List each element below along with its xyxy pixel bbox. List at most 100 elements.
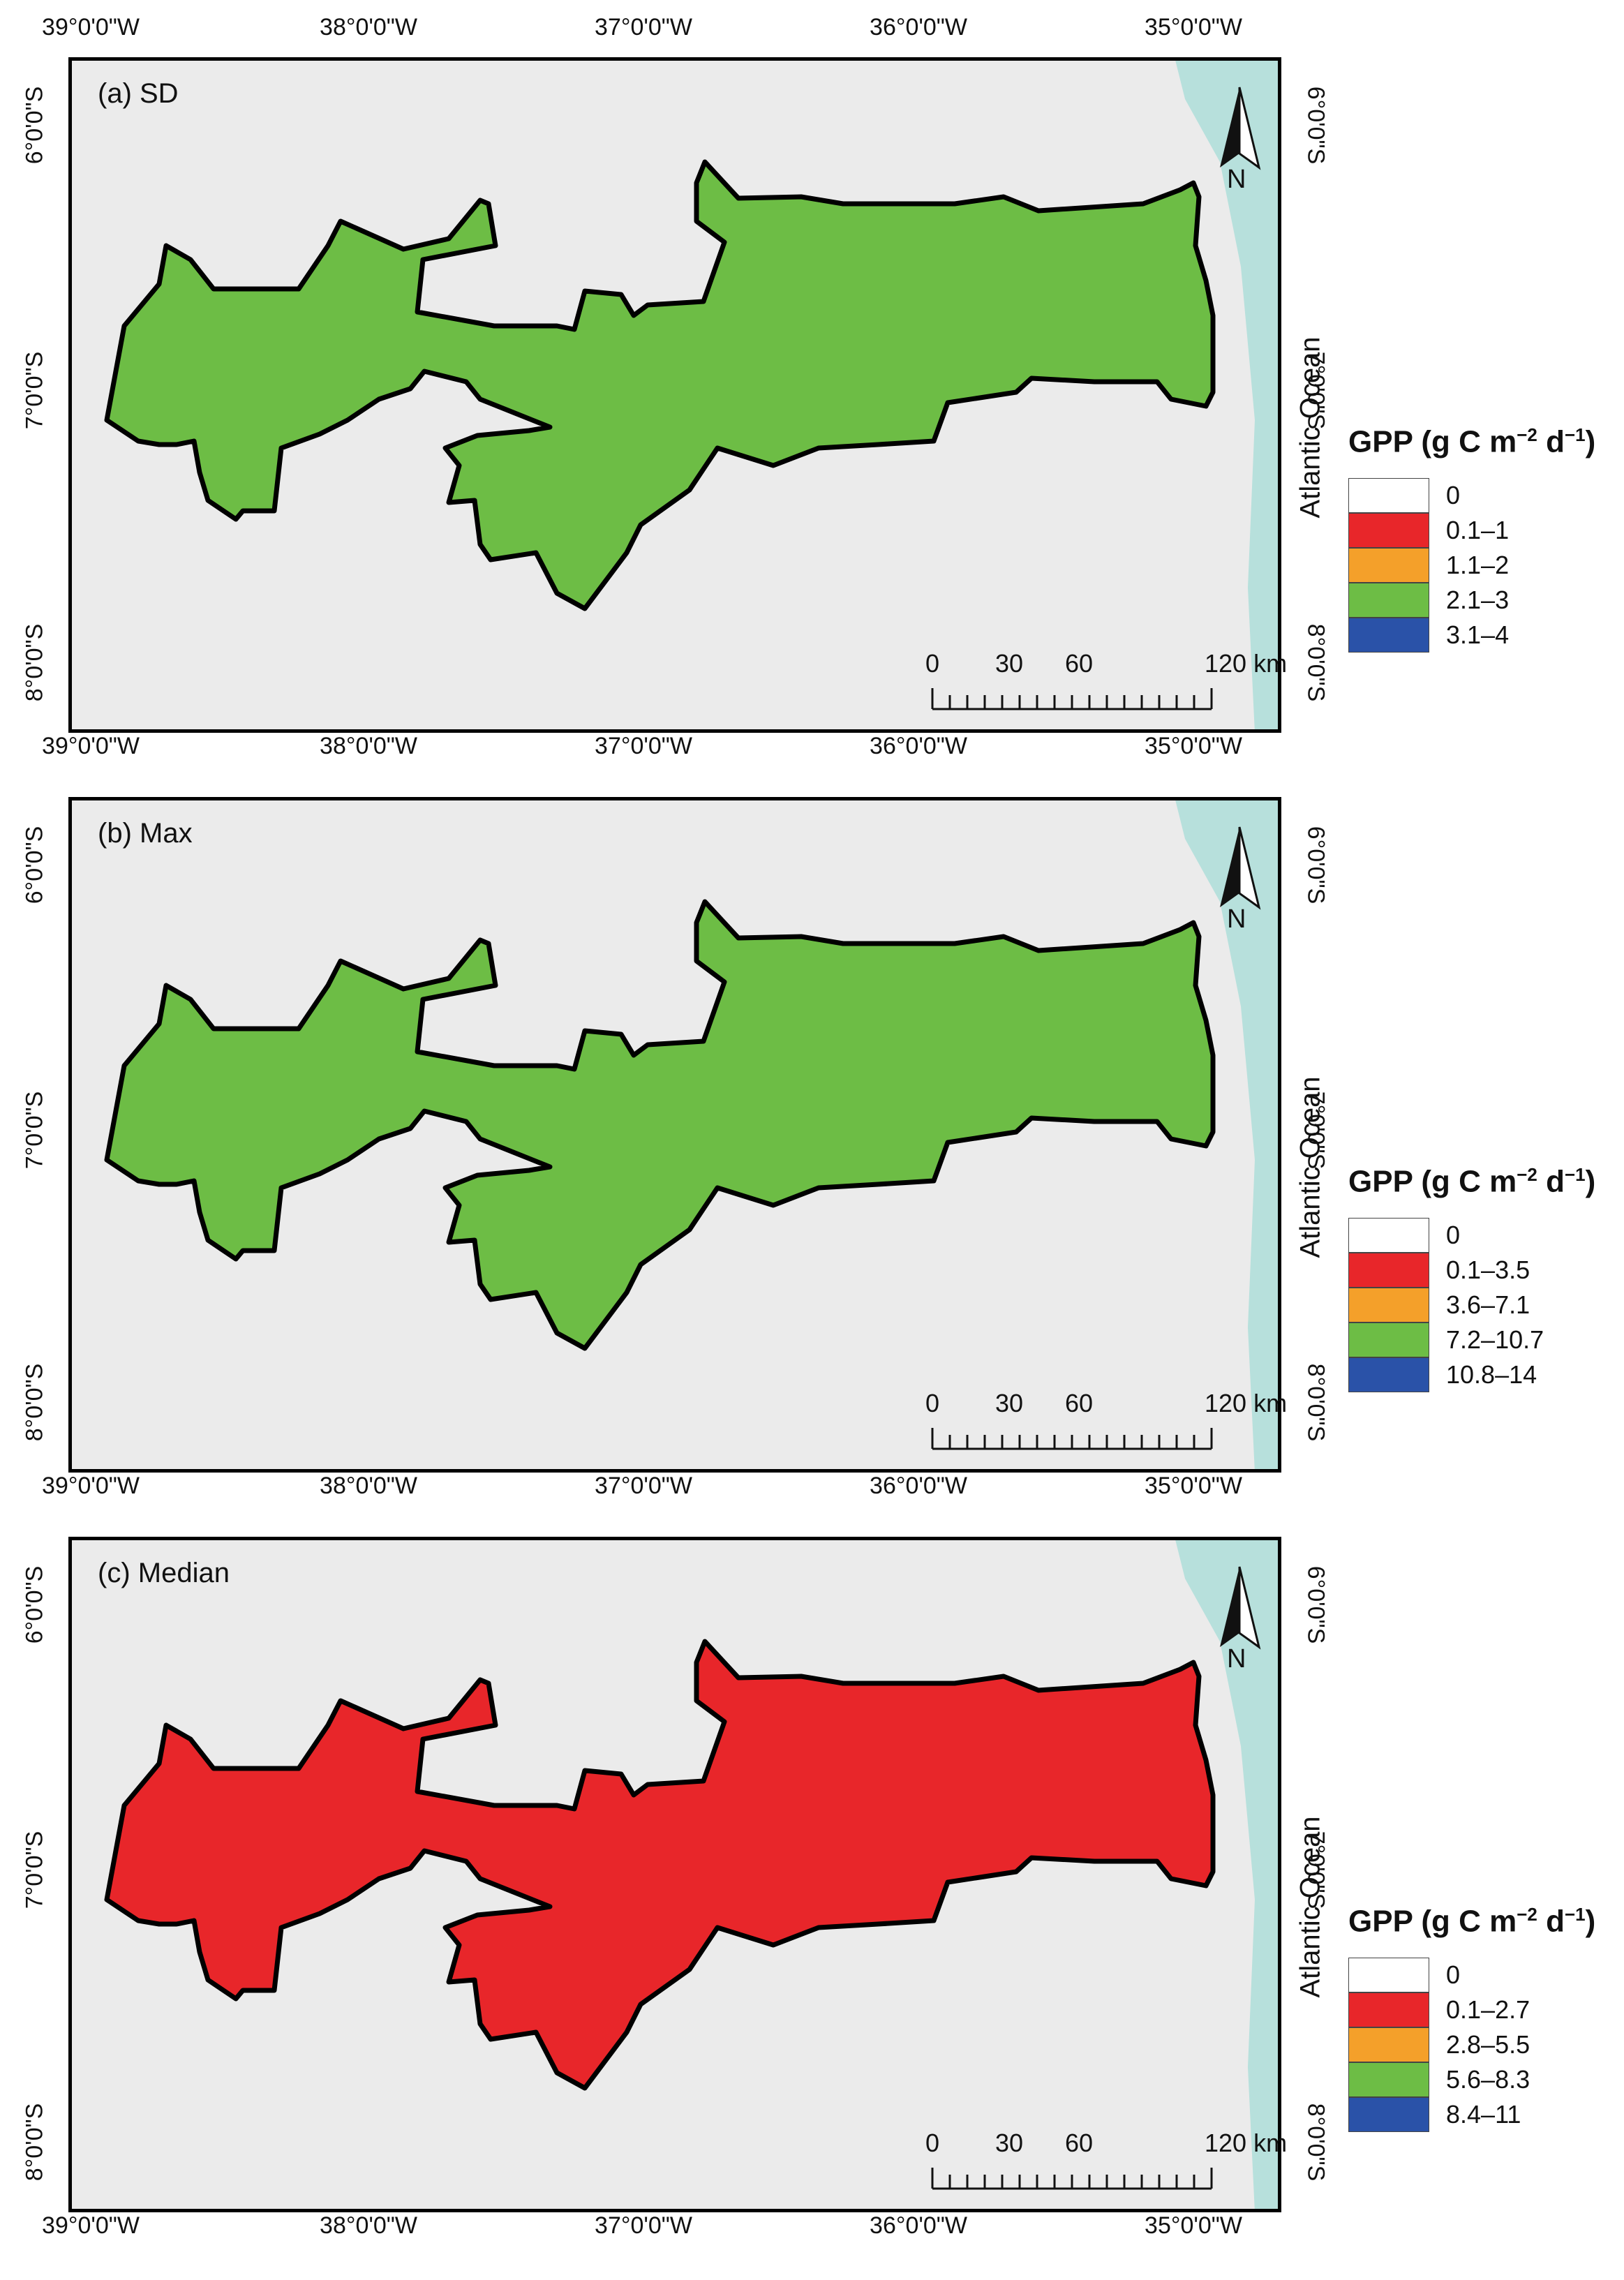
longitude-tick-label: 38°0'0"W [320, 733, 417, 759]
legend-item: 0 [1348, 1957, 1595, 1992]
legend-label: 1.1–2 [1446, 550, 1510, 579]
legend-swatch [1348, 1217, 1429, 1253]
legend-label: 2.1–3 [1446, 585, 1510, 614]
legend-title-part: ) [1585, 1904, 1596, 1939]
latitude-tick-label: 6°0'0"S [21, 86, 48, 165]
latitude-tick-label: 7°0'0"S [21, 351, 48, 430]
map-panel: (b) Max 39°0'0"W 38°0'0"W 37°0'0"W 36°0'0"W 3… [0, 740, 1624, 1500]
legend-item: 2.1–3 [1348, 582, 1595, 618]
legend-title-part: −2 [1517, 1904, 1537, 1925]
legend-title: GPP (g C m−2 d−1) [1348, 1904, 1595, 1939]
panel-title: (c) Median [98, 1558, 230, 1588]
legend-title-part: −1 [1565, 1164, 1586, 1185]
panel-title: (b) Max [98, 818, 193, 849]
legend-label: 7.2–10.7 [1446, 1325, 1544, 1354]
latitude-tick-label: 8°0'0"S [21, 2103, 48, 2182]
scale-bar: 0 30 60 120 km [918, 649, 1295, 726]
ocean-area [1175, 1537, 1281, 2212]
legend-title-part: d [1537, 424, 1565, 459]
legend-item: 8.4–11 [1348, 2096, 1595, 2132]
legend-item: 0 [1348, 477, 1595, 513]
scale-bar-label: 120 km [1205, 649, 1288, 678]
legend-label: 2.8–5.5 [1446, 2029, 1530, 2059]
legend-item: 5.6–8.3 [1348, 2062, 1595, 2097]
legend-title: GPP (g C m−2 d−1) [1348, 424, 1595, 460]
legend-label: 3.1–4 [1446, 620, 1510, 649]
legend-title-part: GPP (g C m [1348, 1904, 1517, 1939]
legend-title-part: −1 [1565, 1904, 1586, 1925]
map-frame [68, 57, 1281, 733]
legend-title-part: GPP (g C m [1348, 424, 1517, 459]
legend-title-part: GPP (g C m [1348, 1164, 1517, 1199]
longitude-tick-label: 39°0'0"W [42, 14, 140, 40]
legend-swatch [1348, 1992, 1429, 2027]
longitude-tick-label: 38°0'0"W [320, 1473, 417, 1499]
scale-bar-label: 0 [925, 1389, 940, 1417]
legend-swatch [1348, 547, 1429, 583]
longitude-tick-label: 36°0'0"W [870, 14, 967, 40]
map-frame [68, 797, 1281, 1473]
longitude-tick-label: 36°0'0"W [870, 733, 967, 759]
legend-title-part: −1 [1565, 424, 1586, 445]
legend-title-part: −2 [1517, 1164, 1537, 1185]
legend-item: 3.1–4 [1348, 617, 1595, 653]
legend-label: 0.1–1 [1446, 515, 1510, 544]
scale-bar-label: 0 [925, 2129, 940, 2157]
scale-bar-label: 30 [995, 649, 1024, 678]
legend-swatch [1348, 512, 1429, 548]
scale-bar-label: 60 [1065, 2129, 1094, 2157]
legend-swatch [1348, 617, 1429, 653]
legend-swatch [1348, 1252, 1429, 1288]
scale-bar: 0 30 60 120 km [918, 1389, 1295, 1466]
panel-title: (a) SD [98, 78, 179, 109]
legend-swatch [1348, 2096, 1429, 2132]
legend-item: 0 [1348, 1217, 1595, 1253]
scale-bar: 0 30 60 120 km [918, 2129, 1295, 2205]
north-label: N [1227, 165, 1246, 194]
scale-bar-label: 30 [995, 2129, 1024, 2157]
legend-swatch [1348, 1287, 1429, 1322]
scale-bar-label: 60 [1065, 1389, 1094, 1417]
latitude-tick-label: 7°0'0"S [21, 1831, 48, 1909]
legend-swatch [1348, 2062, 1429, 2097]
longitude-tick-label: 35°0'0"W [1145, 2212, 1242, 2239]
longitude-tick-label: 35°0'0"W [1145, 733, 1242, 759]
scale-bar-label: 30 [995, 1389, 1024, 1417]
map-frame [68, 1537, 1281, 2212]
state-boundary [104, 899, 1216, 1351]
legend-label: 0.1–2.7 [1446, 1995, 1530, 2024]
latitude-tick-label: 6°0'0"S [1302, 1565, 1329, 1644]
legend-title-part: −2 [1517, 424, 1537, 445]
legend-swatch [1348, 477, 1429, 513]
legend-item: 10.8–14 [1348, 1357, 1595, 1392]
ocean-label: Atlantic Ocean [1295, 336, 1326, 519]
legend: GPP (g C m−2 d−1) 0 0.1–3.5 3.6–7.1 7.2–10.7… [1348, 1164, 1595, 1392]
legend-swatch [1348, 1957, 1429, 1992]
north-arrow-icon: N [1212, 1563, 1267, 1682]
legend-title-part: ) [1585, 1164, 1596, 1199]
north-label: N [1227, 1644, 1246, 1674]
legend-label: 0 [1446, 1960, 1461, 1989]
legend-label: 10.8–14 [1446, 1359, 1537, 1389]
legend-label: 0 [1446, 480, 1461, 509]
legend-label: 0 [1446, 1220, 1461, 1249]
north-arrow-icon: N [1212, 824, 1267, 942]
legend-title-part: d [1537, 1904, 1565, 1939]
legend-item: 2.8–5.5 [1348, 2027, 1595, 2062]
ocean-label: Atlantic Ocean [1295, 1076, 1326, 1258]
ocean-area [1175, 57, 1281, 733]
legend-item: 0.1–3.5 [1348, 1252, 1595, 1288]
legend-item: 0.1–2.7 [1348, 1992, 1595, 2027]
legend-title-part: ) [1585, 424, 1596, 459]
legend-item: 0.1–1 [1348, 512, 1595, 548]
legend-swatch [1348, 2027, 1429, 2062]
state-boundary [104, 159, 1216, 611]
legend-item: 3.6–7.1 [1348, 1287, 1595, 1322]
legend-item: 7.2–10.7 [1348, 1322, 1595, 1357]
legend-title-part: d [1537, 1164, 1565, 1199]
scale-bar-label: 120 km [1205, 2129, 1288, 2157]
latitude-tick-label: 8°0'0"S [21, 1363, 48, 1442]
longitude-tick-label: 37°0'0"W [595, 1473, 692, 1499]
legend-item: 1.1–2 [1348, 547, 1595, 583]
legend-swatch [1348, 1322, 1429, 1357]
